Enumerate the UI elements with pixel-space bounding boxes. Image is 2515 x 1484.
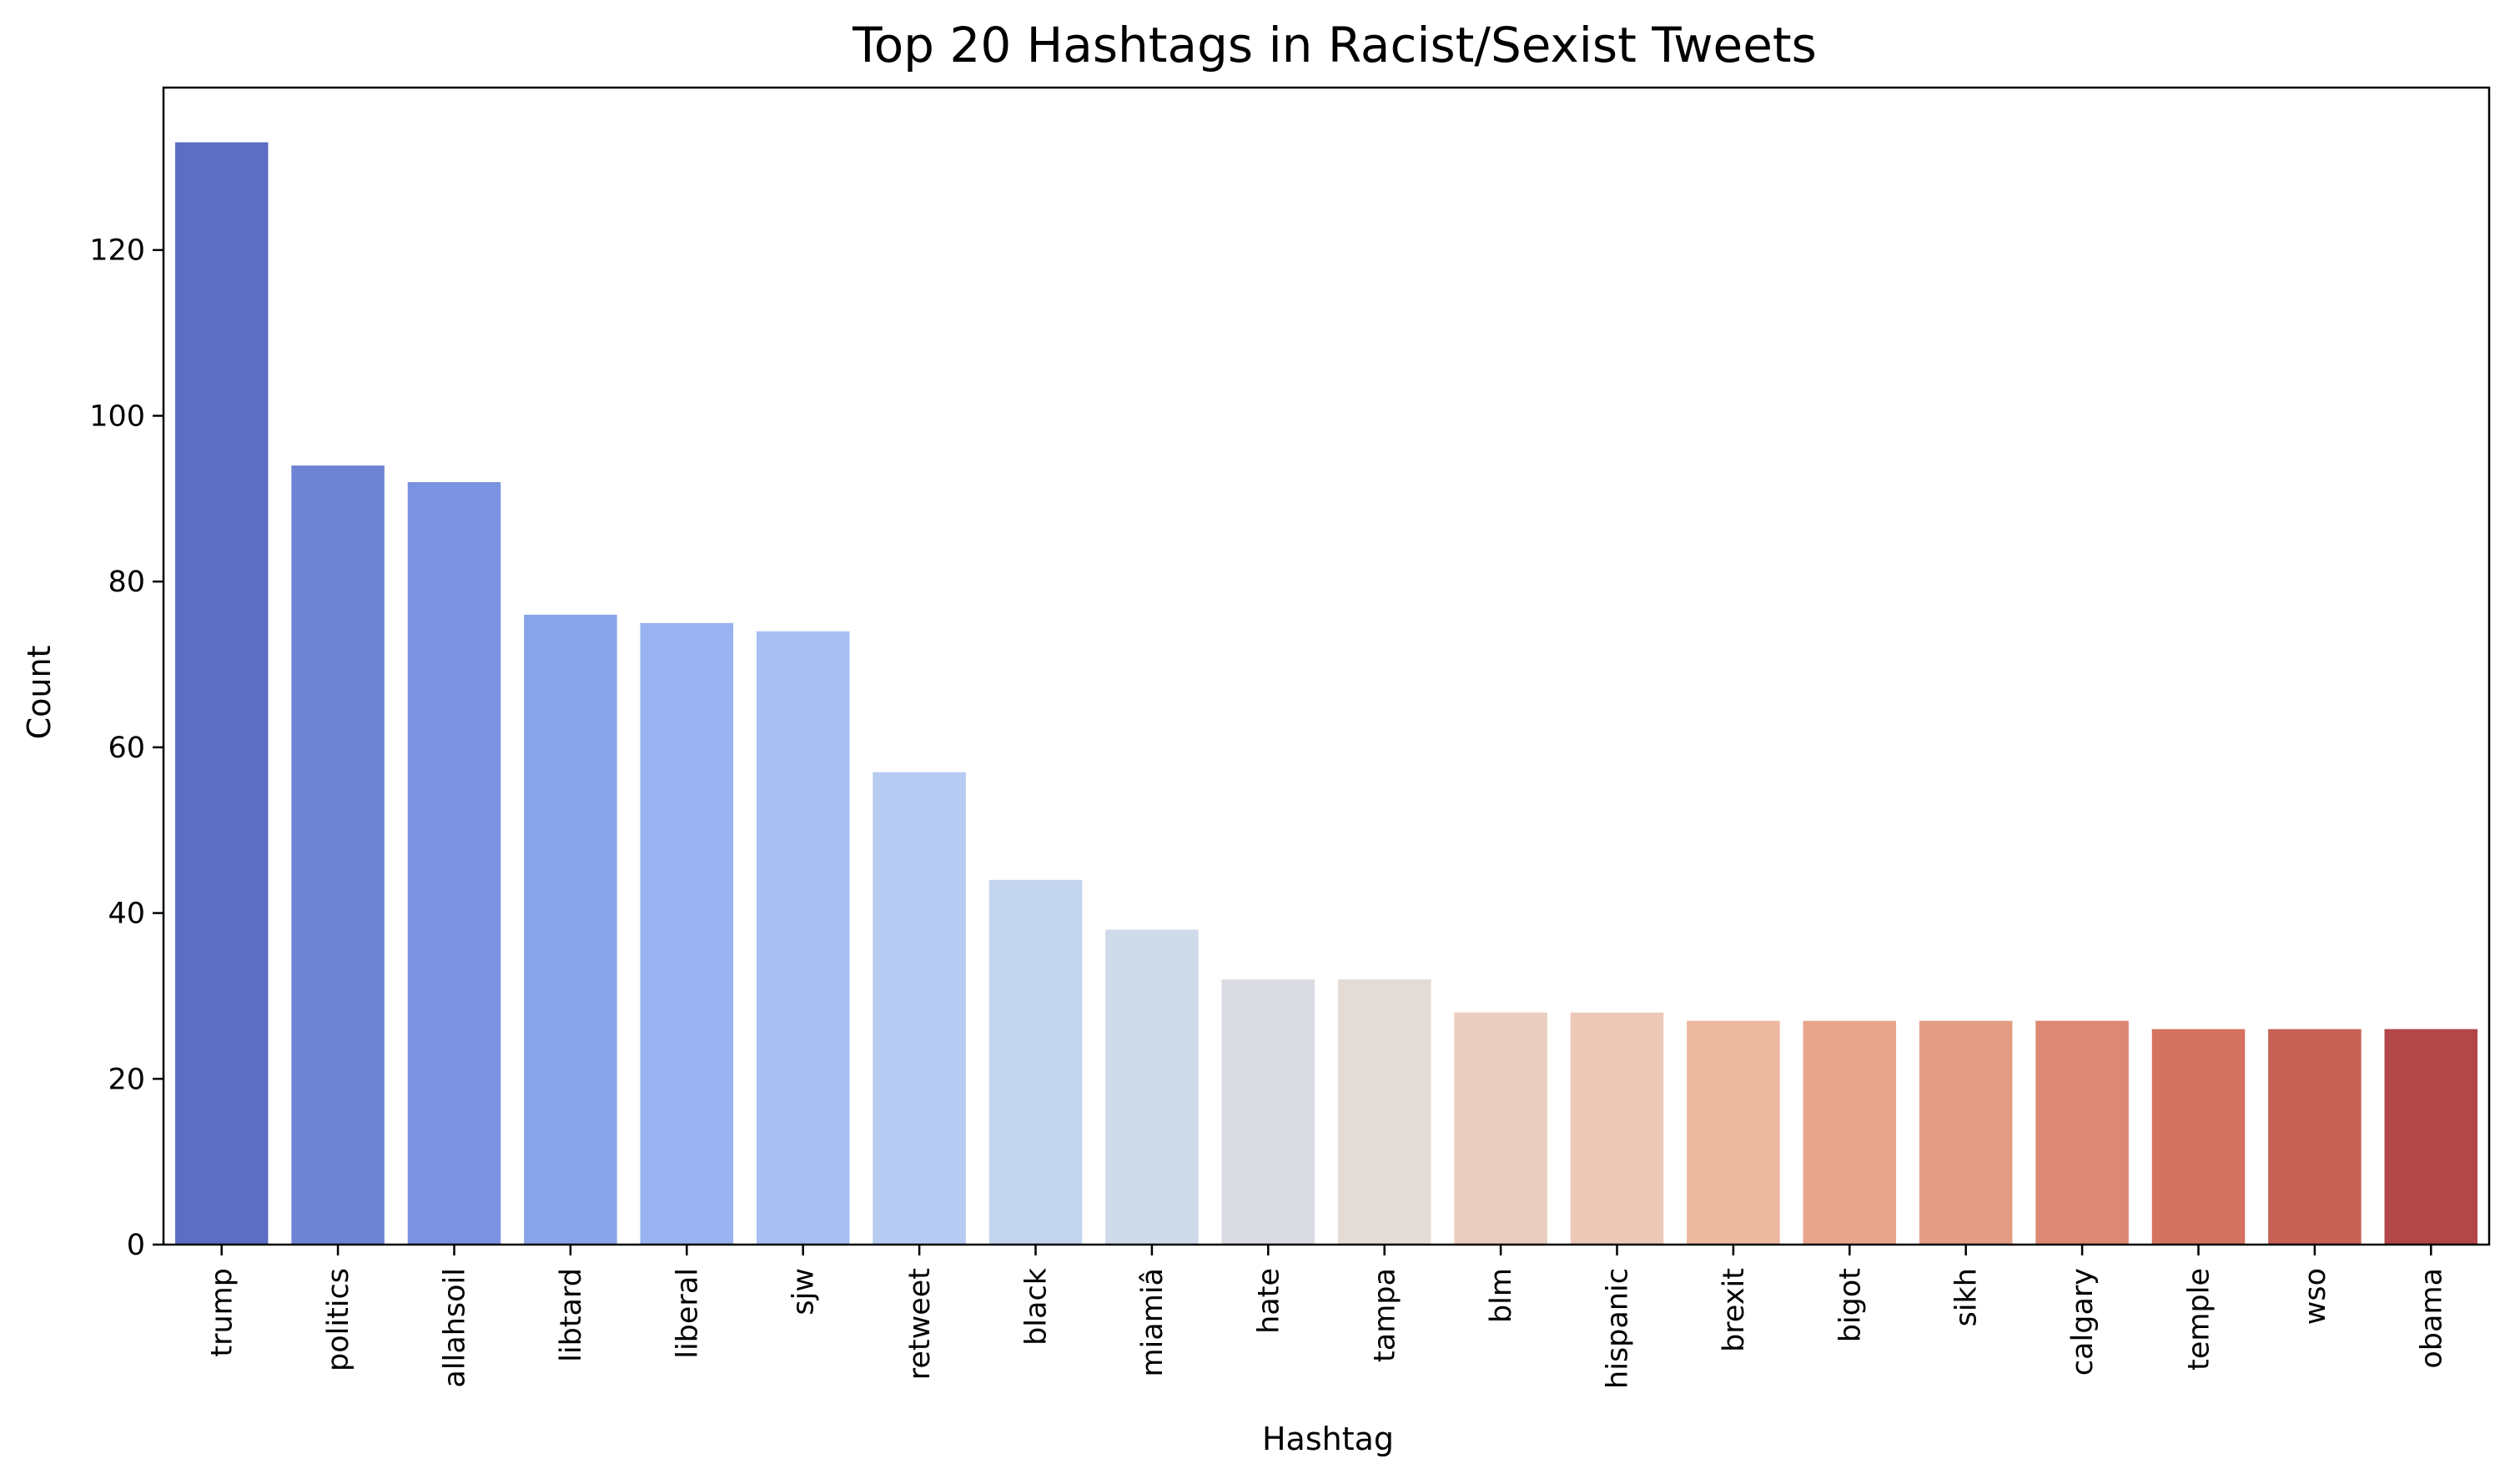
bar-hispanic [1570,1012,1664,1245]
x-tick-label: sjw [787,1268,821,1315]
y-tick-label: 40 [108,898,145,931]
x-tick-label: hispanic [1602,1268,1635,1389]
x-tick-label: wso [2299,1268,2332,1325]
x-tick-label: hate [1252,1268,1285,1334]
x-axis-label: Hashtag [1262,1421,1394,1457]
bar-blm [1454,1012,1547,1245]
bar-hate [1221,979,1315,1245]
x-tick-label: temple [2183,1268,2216,1371]
y-axis-ticks: 0 20 40 60 80 100 120 [89,234,163,1262]
bar-brexit [1687,1020,1780,1245]
x-tick-label: obama [2415,1268,2448,1369]
y-tick-label: 60 [108,732,145,765]
chart-title: Top 20 Hashtags in Racist/Sexist Tweets [852,17,1817,73]
bar-black [988,879,1083,1245]
x-tick-label: liberal [671,1268,704,1359]
x-tick-label: trump [206,1268,239,1357]
bar-calgary [2035,1020,2129,1245]
bar-bigot [1803,1020,1897,1245]
x-tick-label: brexit [1718,1268,1751,1352]
x-tick-label: miamiâ [1136,1268,1169,1377]
bar-sjw [756,631,850,1245]
x-tick-label: black [1020,1267,1054,1346]
x-tick-label: libtard [555,1268,588,1362]
x-tick-label: tampa [1369,1268,1402,1362]
x-tick-label: bigot [1833,1268,1867,1342]
bar-retweet [873,772,966,1245]
bar-allahsoil [407,481,501,1245]
bar-politics [291,465,385,1245]
bar-temple [2151,1029,2246,1245]
y-tick-label: 80 [108,566,145,599]
x-tick-label: politics [322,1268,355,1371]
y-tick-label: 120 [89,234,145,268]
bar-sikh [1919,1020,2013,1245]
y-tick-label: 20 [108,1063,145,1096]
bar-obama [2384,1029,2478,1245]
y-tick-label: 100 [89,400,145,433]
x-tick-label: allahsoil [439,1268,472,1388]
bar-liberal [640,622,734,1245]
x-tick-label: blm [1485,1268,1518,1323]
bar-tampa [1337,979,1431,1245]
bar-trump [174,142,269,1245]
y-axis-label: Count [21,646,58,740]
bars-group [174,142,2478,1245]
x-tick-label: sikh [1950,1268,1984,1326]
bar-miamiâ [1105,929,1199,1245]
plot-area-frame [162,86,2491,1246]
bar-wso [2268,1029,2362,1245]
x-tick-label: calgary [2066,1268,2100,1376]
y-tick-label: 0 [127,1229,145,1262]
x-axis-ticks: trump politics allahsoil libtard liberal sjw r… [206,1245,2448,1389]
x-tick-label: retweet [903,1268,937,1380]
bar-libtard [524,614,617,1245]
